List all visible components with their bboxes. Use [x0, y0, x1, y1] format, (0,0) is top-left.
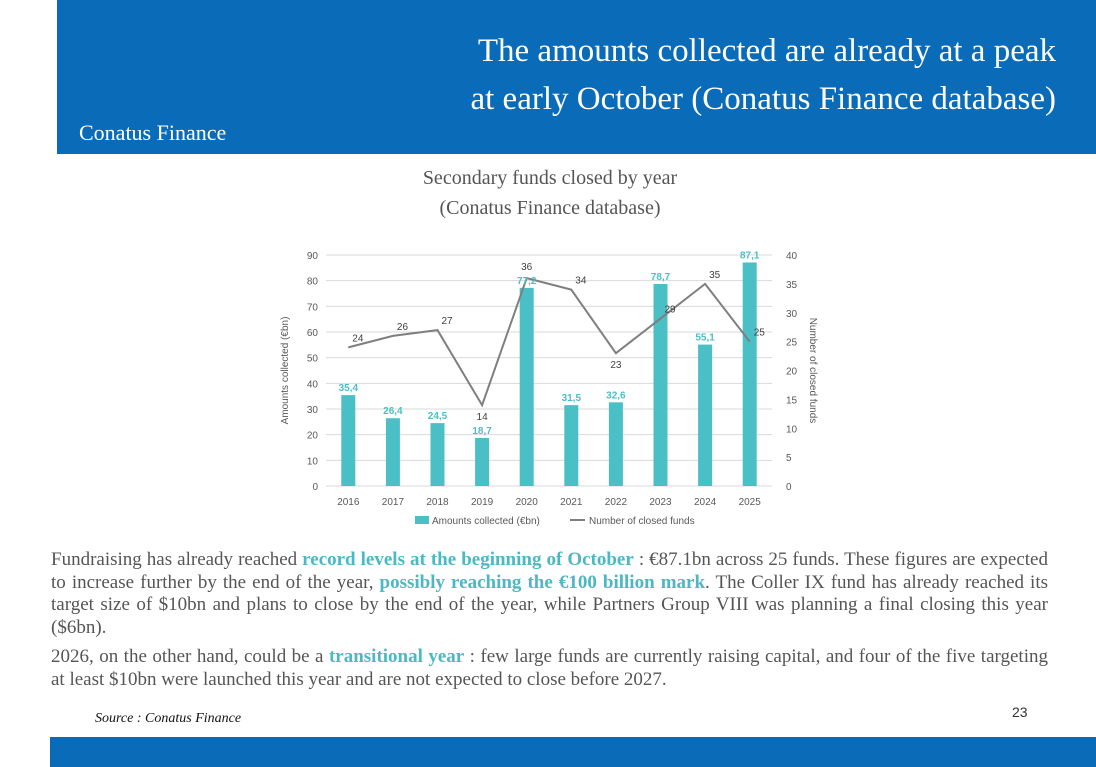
bar	[430, 423, 445, 486]
combo-chart: 01020304050607080900510152025303540Amoun…	[280, 250, 818, 527]
brand-name: Conatus Finance	[79, 120, 227, 145]
line-value-label: 29	[665, 305, 677, 316]
p1-highlight-1: record levels at the beginning of Octobe…	[302, 549, 634, 570]
bar-value-label: 31,5	[562, 393, 582, 404]
commentary: Fundraising has already reached record l…	[51, 549, 1048, 698]
y-tick-label: 0	[312, 482, 318, 493]
line-value-label: 34	[575, 276, 587, 287]
chart-title-line2: (Conatus Finance database)	[439, 197, 661, 219]
x-tick-label: 2023	[649, 497, 672, 508]
line-value-label: 14	[477, 412, 489, 423]
y-tick-label: 80	[307, 277, 319, 288]
line-value-label: 35	[709, 270, 721, 281]
y2-axis-title: Number of closed funds	[807, 318, 818, 424]
source-note: Source : Conatus Finance	[95, 711, 242, 726]
y-tick-label: 40	[307, 379, 319, 390]
bar-value-label: 77,2	[517, 276, 537, 287]
line-value-label: 23	[610, 360, 622, 371]
bar	[653, 284, 668, 486]
bar	[698, 344, 713, 486]
header-banner: The amounts collected are already at a p…	[57, 0, 1096, 154]
y-tick-label: 50	[307, 354, 319, 365]
y-tick-label: 60	[307, 328, 319, 339]
line-value-label: 24	[352, 333, 364, 344]
x-tick-label: 2016	[337, 497, 360, 508]
bar-value-label: 32,6	[606, 390, 626, 401]
chart-title: Secondary funds closed by year (Conatus …	[250, 163, 850, 223]
p2-highlight-1: transitional year	[328, 646, 465, 667]
x-tick-label: 2022	[605, 497, 628, 508]
y2-tick-label: 30	[786, 309, 798, 320]
bar	[475, 438, 490, 486]
bar-value-label: 18,7	[472, 426, 492, 437]
bar	[608, 402, 623, 486]
p2-text-1: 2026, on the other hand, could be a	[51, 646, 329, 667]
p1-text-2: : €87.1bn across 25 funds. These figures…	[51, 549, 1048, 593]
y2-tick-label: 15	[786, 395, 798, 406]
page-title-line1: The amounts collected are already at a p…	[477, 33, 1056, 69]
p2-text-2: : few large funds are currently raising …	[51, 646, 1048, 690]
legend-swatch-bars	[415, 516, 429, 524]
y-tick-label: 90	[307, 251, 319, 262]
p1-text-3: . The Coller IX fund has already reached…	[51, 571, 1049, 638]
x-tick-label: 2017	[382, 497, 405, 508]
y-tick-label: 20	[307, 431, 319, 442]
bar-value-label: 87,1	[740, 250, 760, 261]
x-tick-label: 2018	[426, 497, 449, 508]
x-tick-label: 2020	[516, 497, 539, 508]
bar-value-label: 24,5	[428, 411, 448, 422]
y2-tick-label: 0	[786, 482, 792, 493]
bar-value-label: 35,4	[339, 383, 359, 394]
y2-tick-label: 5	[786, 453, 792, 464]
bar	[519, 287, 534, 486]
x-tick-label: 2021	[560, 497, 583, 508]
bar-value-label: 55,1	[695, 333, 715, 344]
page-number: 23	[1012, 704, 1028, 720]
y2-tick-label: 25	[786, 338, 798, 349]
commentary-paragraph-1: Fundraising has already reached record l…	[51, 549, 1048, 639]
line-value-label: 25	[754, 328, 766, 339]
y2-tick-label: 35	[786, 280, 798, 291]
legend-label-line: Number of closed funds	[589, 516, 695, 527]
bar	[742, 262, 757, 486]
y2-tick-label: 20	[786, 367, 798, 378]
y2-tick-label: 40	[786, 251, 798, 262]
y-tick-label: 70	[307, 302, 319, 313]
footer-banner	[50, 737, 1096, 767]
y-tick-label: 30	[307, 405, 319, 416]
x-tick-label: 2019	[471, 497, 494, 508]
page-title-line2: at early October (Conatus Finance databa…	[470, 81, 1056, 117]
p1-text-1: Fundraising has already reached	[51, 549, 303, 570]
commentary-paragraph-2: 2026, on the other hand, could be a tran…	[51, 646, 1048, 691]
x-tick-label: 2025	[739, 497, 762, 508]
line-value-label: 27	[442, 316, 454, 327]
p1-highlight-2: possibly reaching the €100 billion mark	[379, 571, 706, 593]
chart-title-line1: Secondary funds closed by year	[422, 167, 678, 189]
page-title: The amounts collected are already at a p…	[470, 27, 1056, 123]
bar-value-label: 26,4	[383, 406, 403, 417]
series-line	[348, 276, 751, 408]
bar-value-label: 78,7	[651, 272, 671, 283]
bar	[564, 405, 579, 486]
bar	[385, 418, 400, 486]
x-tick-label: 2024	[694, 497, 717, 508]
line-value-label: 36	[521, 262, 533, 273]
y2-tick-label: 10	[786, 424, 798, 435]
legend-label-bars: Amounts collected (€bn)	[432, 516, 540, 527]
y-axis-title: Amounts collected (€bn)	[280, 317, 291, 425]
line-value-label: 26	[397, 322, 409, 333]
y-tick-label: 10	[307, 456, 319, 467]
bar	[341, 395, 356, 486]
